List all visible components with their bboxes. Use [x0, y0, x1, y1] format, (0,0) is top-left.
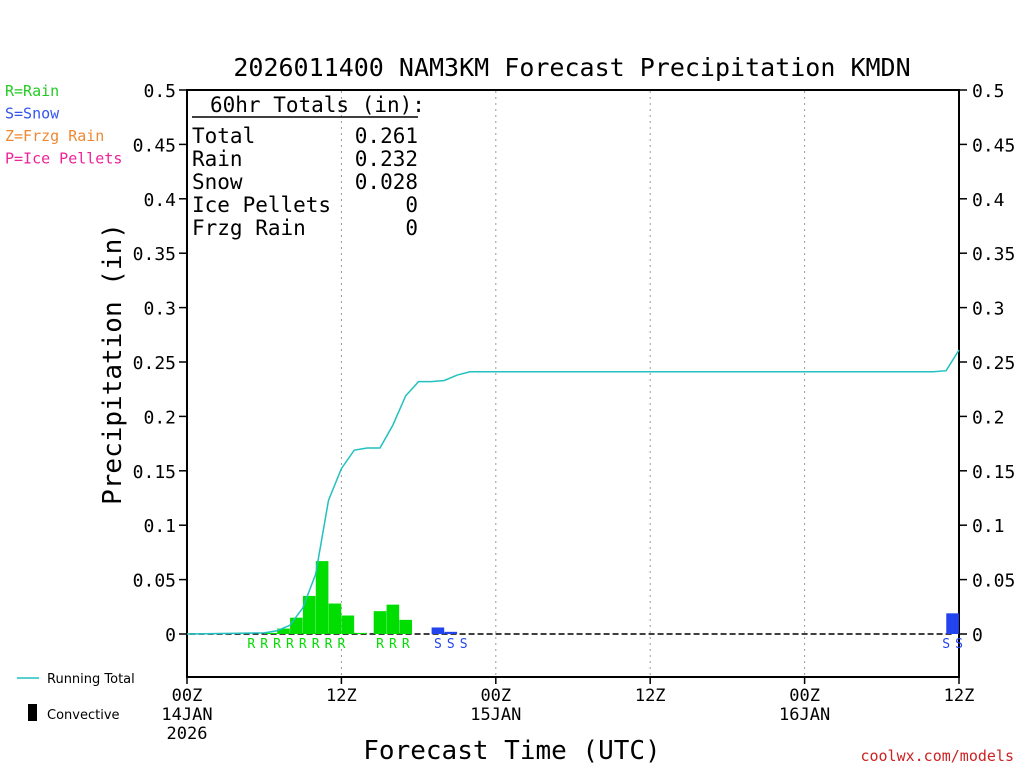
precip-bar: [302, 595, 316, 634]
ptype-label: S: [460, 637, 468, 652]
totals-row-value: 0: [405, 193, 418, 217]
x-tick-label: 12Z: [635, 686, 666, 706]
ptype-label: R: [286, 637, 294, 652]
precip-bar: [264, 632, 277, 634]
totals-row-value: 0: [405, 216, 418, 240]
ptype-label: R: [325, 637, 333, 652]
y-tick-label-left: 0: [165, 625, 176, 646]
precip-bar: [290, 617, 303, 634]
x-axis-title: Forecast Time (UTC): [363, 736, 660, 766]
y-tick-label-right: 0.15: [972, 462, 1015, 483]
ptype-label: R: [389, 637, 397, 652]
y-tick-label-right: 0: [972, 625, 983, 646]
totals-row-value: 0.232: [355, 147, 418, 171]
ptype-label: S: [955, 637, 963, 652]
credit-text: coolwx.com/models: [860, 747, 1014, 765]
ptype-legend-item: Z=Frzg Rain: [5, 127, 104, 145]
totals-row-label: Ice Pellets: [192, 193, 331, 217]
precip-bars: [264, 561, 959, 634]
totals-row-label: Rain: [192, 147, 243, 171]
ptype-legend: R=Rain S=Snow Z=Frzg Rain P=Ice Pellets: [5, 82, 122, 168]
x-tick-label: 12Z: [944, 686, 975, 706]
ptype-legend-item: S=Snow: [5, 105, 60, 123]
y-tick-label-right: 0.4: [972, 190, 1005, 211]
ptype-legend-item: P=Ice Pellets: [5, 150, 122, 168]
precip-bar: [354, 632, 368, 634]
ptype-label: R: [312, 637, 320, 652]
x-tick-label: 00Z: [480, 686, 511, 706]
x-tick-year: 2026: [167, 724, 208, 744]
precip-bar: [315, 561, 329, 634]
totals-row-value: 0.028: [355, 170, 418, 194]
precip-bar: [946, 613, 959, 634]
ptype-label: R: [376, 637, 384, 652]
y-tick-label-right: 0.05: [972, 571, 1015, 592]
vertical-gridlines: [340, 91, 806, 676]
ptype-legend-item: R=Rain: [5, 82, 59, 100]
x-tick-date: 15JAN: [470, 705, 521, 725]
y-tick-label-left: 0.05: [133, 571, 176, 592]
totals-row-label: Snow: [192, 170, 243, 194]
y-tick-label-left: 0.35: [133, 244, 176, 265]
x-tick-date: 14JAN: [161, 705, 212, 725]
ptype-label: R: [402, 637, 410, 652]
x-tick-label: 00Z: [789, 686, 820, 706]
y-tick-label-left: 0.1: [143, 516, 176, 537]
ptype-label: R: [337, 637, 345, 652]
x-tick-label: 12Z: [326, 686, 357, 706]
chart-title: 2026011400 NAM3KM Forecast Precipitation…: [233, 53, 910, 82]
precip-bar: [341, 615, 355, 634]
y-tick-label-right: 0.5: [972, 81, 1005, 102]
y-tick-label-right: 0.25: [972, 353, 1015, 374]
x-tick-label: 00Z: [172, 686, 203, 706]
ptype-label: R: [273, 637, 281, 652]
precip-bar: [386, 604, 400, 634]
y-tick-label-right: 0.3: [972, 299, 1005, 320]
y-tick-label-right: 0.35: [972, 244, 1015, 265]
x-tick-date: 16JAN: [779, 705, 830, 725]
y-tick-label-left: 0.45: [133, 135, 176, 156]
y-tick-label-left: 0.3: [143, 299, 176, 320]
ptype-label: R: [247, 637, 255, 652]
running-total-legend-label: Running Total: [47, 672, 135, 687]
ptype-label: R: [260, 637, 268, 652]
totals-row-label: Frzg Rain: [192, 216, 306, 240]
y-tick-label-right: 0.2: [972, 407, 1005, 428]
y-tick-label-left: 0.25: [133, 353, 176, 374]
y-tick-label-right: 0.1: [972, 516, 1005, 537]
ptype-label: S: [434, 637, 442, 652]
y-tick-label-left: 0.2: [143, 407, 176, 428]
ptype-label: R: [299, 637, 307, 652]
totals-row-label: Total: [192, 124, 255, 148]
y-axis-title: Precipitation (in): [98, 223, 128, 505]
y-axis: 0 00.05 0.050.1 0.10.15 0.150.2 0.20.25 0.250.…: [133, 81, 1016, 646]
totals-header: 60hr Totals (in):: [210, 93, 425, 117]
ptype-label: S: [942, 637, 950, 652]
totals-row-value: 0.261: [355, 124, 418, 148]
running-total-line: [186, 349, 960, 635]
y-tick-label-left: 0.5: [143, 81, 176, 102]
convective-legend-swatch: [28, 704, 37, 721]
precip-bar: [373, 611, 387, 634]
precip-bar: [277, 628, 290, 634]
precip-bar: [431, 627, 445, 634]
y-tick-label-left: 0.15: [133, 462, 176, 483]
y-tick-label-left: 0.4: [143, 190, 176, 211]
precip-bar: [328, 603, 342, 634]
y-tick-label-right: 0.45: [972, 135, 1015, 156]
totals-box: 60hr Totals (in): Total 0.261 Rain 0.232 Sno…: [192, 93, 425, 240]
convective-legend-label: Convective: [47, 708, 120, 723]
precip-bar: [399, 619, 413, 634]
plot-frame: [186, 89, 960, 678]
precip-bar: [444, 631, 458, 634]
ptype-label: S: [447, 637, 455, 652]
